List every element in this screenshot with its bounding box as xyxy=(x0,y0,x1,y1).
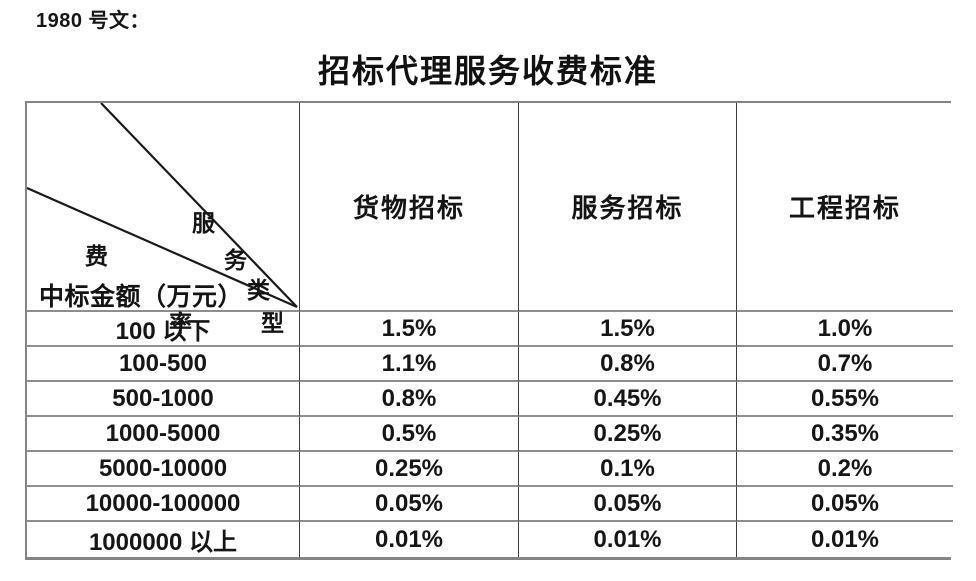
rate-value: 0.05% xyxy=(300,487,519,522)
row-range-label: 5000-10000 xyxy=(27,452,300,487)
axis-label-service-type-char: 型 xyxy=(261,311,284,336)
rate-value: 0.7% xyxy=(737,347,953,382)
row-range-label: 1000-5000 xyxy=(27,417,300,452)
row-range-label: 1000000 以上 xyxy=(27,522,300,557)
column-header-goods: 货物招标 xyxy=(300,103,519,312)
rate-value: 1.5% xyxy=(300,312,519,347)
rate-value: 0.05% xyxy=(737,487,953,522)
corner-header-cell: 服 务 类 型 费 率 中标金额（万元） xyxy=(27,103,300,335)
column-header-engineering: 工程招标 xyxy=(737,103,953,312)
rate-value: 1.5% xyxy=(519,312,737,347)
axis-label-service-type-char: 类 xyxy=(247,278,270,303)
diagonal-divider-lines xyxy=(27,103,298,309)
axis-label-fee-rate-char: 率 xyxy=(169,311,192,336)
row-range-label: 100 以下 xyxy=(27,312,300,347)
row-range-label: 10000-100000 xyxy=(27,487,300,522)
axis-label-fee-rate-char: 费 xyxy=(85,244,108,269)
doc-number: 1980 号文： xyxy=(36,10,151,32)
rate-value: 0.1% xyxy=(519,452,737,487)
rate-value: 0.45% xyxy=(519,382,737,417)
rate-value: 0.2% xyxy=(737,452,953,487)
rate-value: 0.05% xyxy=(519,487,737,522)
rate-value: 0.8% xyxy=(300,382,519,417)
fee-table: 服 务 类 型 费 率 中标金额（万元） 货物招标 服务招标 工程招标 100 … xyxy=(25,101,953,560)
axis-label-service-type-char: 务 xyxy=(224,248,247,273)
axis-label-service-type-char: 服 xyxy=(192,211,215,236)
diagonal-line-lower xyxy=(27,186,298,309)
rate-value: 0.25% xyxy=(519,417,737,452)
rate-value: 1.1% xyxy=(300,347,519,382)
rate-value: 0.25% xyxy=(300,452,519,487)
rate-value: 0.5% xyxy=(300,417,519,452)
rate-value: 0.01% xyxy=(300,522,519,557)
page-title: 招标代理服务收费标准 xyxy=(317,53,658,89)
rate-value: 0.01% xyxy=(737,522,953,557)
row-range-label: 500-1000 xyxy=(27,382,300,417)
rate-value: 0.55% xyxy=(737,382,953,417)
rate-value: 0.01% xyxy=(519,522,737,557)
column-header-services: 服务招标 xyxy=(519,103,737,312)
diagonal-line-upper xyxy=(100,103,298,308)
rate-value: 0.35% xyxy=(737,417,953,452)
rate-value: 1.0% xyxy=(737,312,953,347)
row-range-label: 100-500 xyxy=(27,347,300,382)
axis-label-bid-amount: 中标金额（万元） xyxy=(39,284,244,311)
rate-value: 0.8% xyxy=(519,347,737,382)
